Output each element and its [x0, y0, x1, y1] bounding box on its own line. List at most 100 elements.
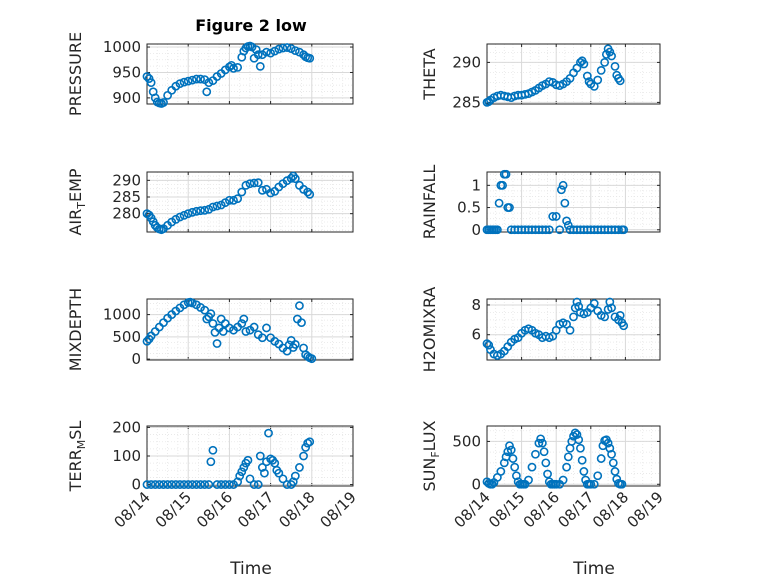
data-point: [505, 203, 514, 212]
data-point: [508, 454, 518, 463]
y-axis-label: PRESSURE: [66, 32, 85, 116]
data-point: [555, 225, 565, 235]
data-point: [307, 354, 317, 364]
x-tick-label: 08/19: [317, 488, 360, 531]
y-axis-label: SUNFLUX: [420, 420, 442, 491]
data-point: [257, 463, 267, 472]
data-point: [262, 47, 271, 57]
data-point: [146, 78, 156, 88]
data-point: [204, 480, 214, 489]
data-point: [605, 297, 615, 307]
data-point: [577, 455, 587, 465]
left-xlabel: Time: [229, 559, 272, 579]
data-point: [187, 75, 197, 85]
data-point: [527, 462, 537, 472]
data-point: [241, 43, 251, 53]
y-axis-label: AIRTEMP: [66, 168, 88, 235]
data-point: [159, 98, 168, 107]
data-point: [206, 309, 216, 319]
data-point: [572, 297, 582, 307]
x-tick-label: 08/14: [111, 488, 154, 531]
axes-box: [486, 298, 661, 361]
y-axis-label: TERRMSL: [66, 421, 88, 493]
data-point: [290, 46, 300, 56]
data-point: [202, 314, 212, 324]
data-point: [237, 467, 247, 477]
data-point: [187, 207, 197, 217]
data-point: [536, 434, 546, 444]
data-point: [154, 480, 164, 489]
data-point: [233, 62, 243, 72]
data-point: [266, 48, 275, 58]
data-point: [253, 50, 263, 60]
data-point: [192, 206, 201, 216]
data-point: [551, 479, 561, 489]
data-point: [541, 225, 551, 235]
data-point: [541, 458, 551, 468]
y-tick-label: 1000: [103, 306, 141, 324]
data-point: [171, 480, 181, 489]
data-point: [229, 64, 238, 73]
data-point: [278, 43, 288, 53]
data-point: [255, 451, 265, 461]
data-point: [543, 469, 552, 479]
data-point: [220, 480, 230, 489]
data-point: [183, 209, 193, 219]
data-point: [216, 314, 226, 324]
data-point: [593, 471, 603, 481]
data-point: [610, 467, 620, 476]
data-point: [249, 480, 259, 489]
data-point: [274, 468, 284, 478]
data-point: [260, 468, 269, 478]
data-point: [290, 340, 300, 349]
data-point: [596, 66, 606, 75]
data-point: [608, 458, 618, 468]
data-point: [498, 180, 507, 190]
data-point: [524, 475, 533, 485]
y-tick-label: 0: [131, 350, 141, 368]
y-tick-label: 285: [112, 188, 141, 206]
data-point: [288, 477, 298, 487]
data-point: [303, 187, 313, 197]
data-point: [569, 312, 578, 322]
axes-mixdepth: 0 500 1000 MIXDEPTH: [66, 288, 354, 371]
data-point: [295, 463, 304, 472]
data-point: [305, 53, 315, 63]
data-point: [187, 298, 197, 308]
data-point: [510, 462, 520, 472]
data-point: [196, 480, 205, 489]
data-point: [603, 438, 613, 448]
data-point: [208, 319, 218, 328]
axes-box: [486, 425, 661, 487]
data-point: [243, 455, 253, 465]
data-point: [183, 480, 193, 489]
x-tick-label: 08/16: [520, 488, 563, 531]
data-point: [563, 452, 573, 462]
y-tick-label: 200: [112, 418, 141, 436]
data-point: [224, 195, 234, 205]
data-point: [506, 445, 516, 455]
data-point: [305, 437, 315, 447]
y-tick-label: 290: [112, 171, 141, 189]
figure-title: Figure 2 low: [195, 16, 307, 35]
y-tick-label: 100: [112, 447, 141, 465]
data-point: [266, 188, 275, 198]
data-point: [253, 480, 263, 489]
data-point: [179, 480, 189, 489]
data-point: [539, 447, 549, 457]
data-point: [505, 441, 514, 451]
data-point: [239, 463, 249, 472]
y-tick-label: 500: [112, 328, 141, 346]
axes-box: [146, 298, 354, 361]
data-point: [175, 79, 185, 89]
data-point: [492, 225, 502, 235]
data-point: [596, 454, 606, 463]
data-point: [202, 87, 212, 97]
data-point: [233, 194, 243, 204]
data-point: [572, 430, 582, 439]
data-point: [600, 58, 610, 67]
data-point: [558, 180, 568, 190]
data-point: [235, 471, 245, 481]
